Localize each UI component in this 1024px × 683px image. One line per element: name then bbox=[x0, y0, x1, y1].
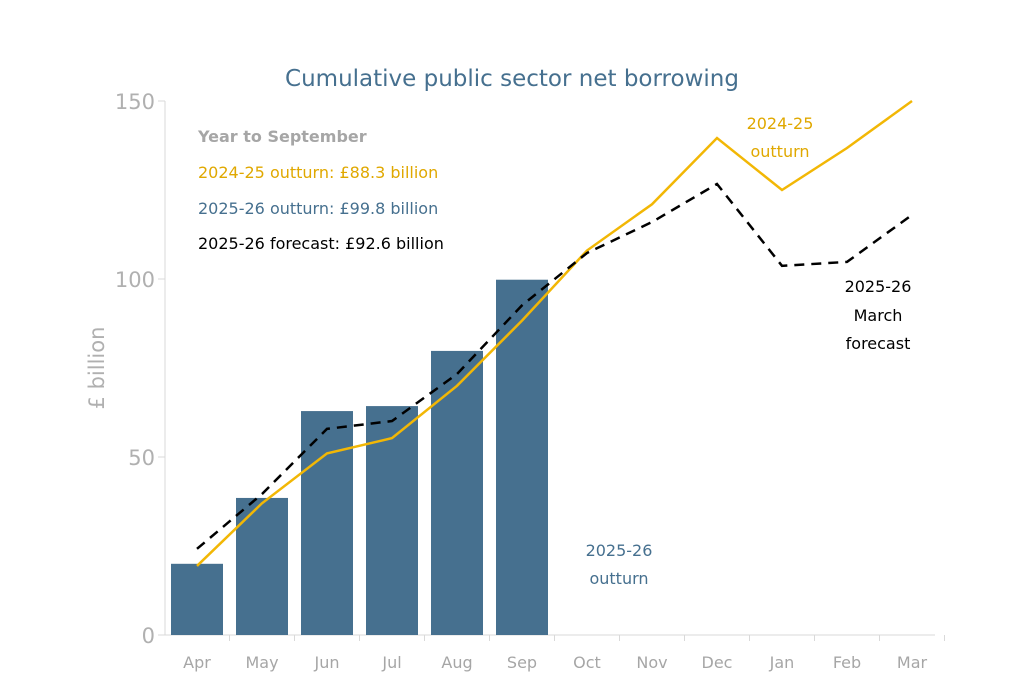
y-tick-label: 0 bbox=[142, 624, 155, 648]
chart-title: Cumulative public sector net borrowing bbox=[285, 66, 739, 92]
annotation-2025-26-outturn: 2025-26 outturn: £99.8 billion bbox=[198, 199, 438, 218]
x-tick-label: Jun bbox=[314, 653, 340, 672]
x-tick-label: Dec bbox=[702, 653, 733, 672]
bar-apr bbox=[171, 563, 223, 635]
x-tick-label: Oct bbox=[573, 653, 601, 672]
x-tick-label: Jul bbox=[381, 653, 401, 672]
x-tick-label: Feb bbox=[833, 653, 861, 672]
line-2024-25-outturn bbox=[196, 99, 913, 567]
label-forecast-l2: March bbox=[854, 306, 903, 325]
label-2025-26-l2: outturn bbox=[589, 569, 648, 588]
x-tick-label: Mar bbox=[897, 653, 928, 672]
y-tick-label: 100 bbox=[115, 268, 155, 292]
y-tick-label: 150 bbox=[115, 90, 155, 114]
x-tick-label: May bbox=[245, 653, 278, 672]
label-2024-25-l1: 2024-25 bbox=[747, 114, 814, 133]
x-tick-label: Apr bbox=[183, 653, 211, 672]
y-axis-label: £ billion bbox=[85, 327, 109, 410]
bar-may bbox=[236, 497, 288, 635]
x-tick-label: Sep bbox=[507, 653, 537, 672]
line-2025-26-march-forecast bbox=[196, 182, 913, 550]
label-2025-26-l1: 2025-26 bbox=[586, 541, 653, 560]
bar-sep bbox=[496, 279, 548, 635]
x-tick-label: Jan bbox=[769, 653, 795, 672]
label-2024-25-l2: outturn bbox=[750, 142, 809, 161]
y-tick-label: 50 bbox=[128, 446, 155, 470]
annotation-2024-25: 2024-25 outturn: £88.3 billion bbox=[198, 163, 438, 182]
x-tick-label: Nov bbox=[636, 653, 667, 672]
bar-jul bbox=[366, 406, 418, 635]
bar-jun bbox=[301, 411, 353, 635]
annotation-heading: Year to September bbox=[197, 127, 367, 146]
label-forecast-l3: forecast bbox=[846, 334, 911, 353]
bar-aug bbox=[431, 350, 483, 635]
label-forecast-l1: 2025-26 bbox=[845, 277, 912, 296]
x-tick-label: Aug bbox=[441, 653, 472, 672]
annotation-2025-26-forecast: 2025-26 forecast: £92.6 billion bbox=[198, 234, 444, 253]
